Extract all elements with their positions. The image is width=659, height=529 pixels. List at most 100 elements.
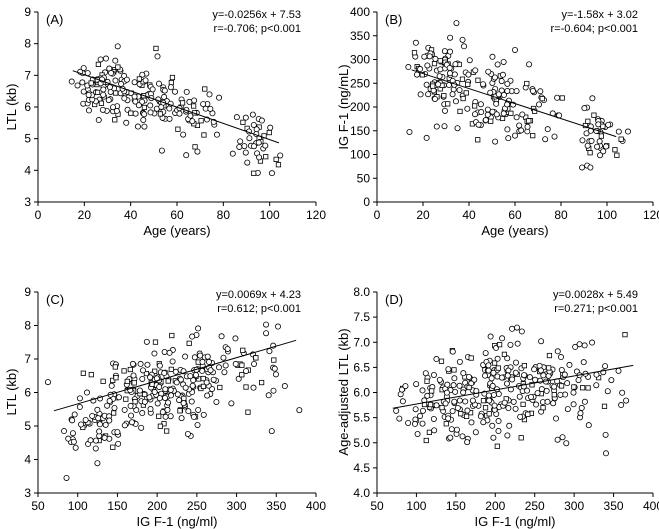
y-axis-title: LTL (kb) bbox=[4, 369, 19, 416]
data-point bbox=[243, 368, 250, 375]
data-point bbox=[509, 376, 516, 383]
data-point bbox=[274, 323, 281, 330]
data-point bbox=[506, 422, 513, 429]
data-point bbox=[95, 117, 102, 124]
x-tick-label: 350 bbox=[604, 499, 624, 513]
data-point bbox=[129, 360, 136, 367]
data-point bbox=[448, 426, 455, 433]
data-point bbox=[417, 66, 424, 73]
data-point bbox=[200, 101, 207, 108]
data-point bbox=[521, 363, 528, 369]
data-point bbox=[618, 402, 625, 409]
data-point bbox=[152, 368, 158, 374]
data-point bbox=[526, 118, 532, 124]
data-point bbox=[169, 74, 176, 81]
data-point bbox=[184, 430, 191, 437]
data-point bbox=[147, 109, 154, 116]
data-point bbox=[624, 128, 631, 135]
data-point bbox=[157, 111, 164, 117]
data-point bbox=[423, 81, 430, 88]
data-point bbox=[504, 355, 511, 362]
data-point bbox=[595, 121, 602, 128]
x-tick-label: 400 bbox=[643, 499, 659, 513]
data-point bbox=[156, 395, 163, 402]
data-point bbox=[602, 363, 609, 370]
y-tick-label: 5.5 bbox=[353, 411, 370, 425]
data-point bbox=[228, 400, 235, 407]
data-point bbox=[186, 340, 192, 346]
data-point bbox=[516, 122, 523, 129]
y-tick-label: 7 bbox=[24, 68, 31, 82]
data-point bbox=[78, 421, 85, 428]
panel-label: (C) bbox=[46, 292, 64, 307]
data-point bbox=[485, 367, 492, 374]
data-point bbox=[94, 89, 101, 96]
data-point bbox=[88, 80, 94, 86]
data-point bbox=[447, 34, 454, 41]
data-point bbox=[419, 387, 426, 394]
data-point bbox=[461, 43, 468, 50]
data-point bbox=[168, 366, 174, 372]
data-point bbox=[135, 102, 142, 109]
data-point bbox=[423, 134, 430, 141]
data-point bbox=[475, 137, 481, 143]
data-point bbox=[512, 132, 519, 139]
data-point bbox=[92, 437, 99, 444]
data-point bbox=[500, 58, 507, 65]
data-point bbox=[82, 416, 89, 423]
data-point bbox=[444, 381, 451, 388]
data-point bbox=[194, 148, 201, 155]
data-point bbox=[249, 111, 256, 118]
data-point bbox=[185, 408, 192, 415]
y-tick-label: 4.0 bbox=[353, 486, 370, 500]
data-point bbox=[217, 384, 223, 391]
data-point bbox=[598, 133, 604, 139]
data-point bbox=[198, 118, 204, 124]
y-tick-label: 8 bbox=[24, 319, 31, 333]
y-tick-label: 4 bbox=[24, 453, 31, 467]
data-point bbox=[136, 76, 142, 82]
x-tick-label: 150 bbox=[446, 499, 466, 513]
data-point bbox=[593, 382, 600, 389]
data-point bbox=[563, 440, 570, 447]
data-point bbox=[240, 347, 246, 353]
data-point bbox=[190, 413, 197, 420]
data-point bbox=[454, 125, 461, 132]
data-point bbox=[462, 398, 469, 405]
y-tick-label: 7.0 bbox=[353, 335, 370, 349]
data-point bbox=[102, 55, 109, 62]
panel-label: (D) bbox=[385, 292, 403, 307]
data-point bbox=[490, 434, 497, 441]
data-point bbox=[570, 401, 577, 408]
data-point bbox=[259, 379, 265, 386]
data-point bbox=[190, 377, 197, 384]
data-point bbox=[499, 71, 506, 78]
data-point bbox=[443, 421, 449, 427]
data-point bbox=[188, 398, 195, 405]
data-point bbox=[115, 440, 122, 447]
data-point bbox=[513, 88, 520, 95]
data-point bbox=[482, 405, 489, 411]
data-point bbox=[581, 105, 588, 112]
data-point bbox=[113, 107, 120, 114]
data-point bbox=[154, 400, 161, 407]
data-point bbox=[482, 117, 489, 124]
data-point bbox=[101, 434, 108, 441]
y-tick-label: 100 bbox=[350, 148, 370, 162]
data-point bbox=[206, 358, 213, 365]
data-point bbox=[581, 342, 588, 349]
x-tick-label: 300 bbox=[227, 499, 247, 513]
data-point bbox=[424, 392, 431, 399]
data-point bbox=[258, 117, 265, 124]
scatter-points bbox=[68, 43, 284, 177]
data-point bbox=[244, 159, 251, 166]
data-point bbox=[587, 150, 593, 156]
data-point bbox=[131, 93, 138, 100]
data-point bbox=[164, 428, 170, 434]
data-point bbox=[464, 439, 471, 446]
data-point bbox=[251, 360, 258, 367]
data-point bbox=[486, 397, 493, 404]
data-point bbox=[512, 369, 519, 376]
data-point bbox=[207, 367, 214, 374]
